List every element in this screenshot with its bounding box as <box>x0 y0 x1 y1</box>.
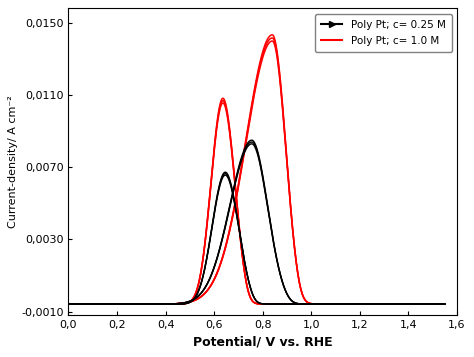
Y-axis label: Current-density/ A cm⁻²: Current-density/ A cm⁻² <box>9 95 18 228</box>
X-axis label: Potential/ V vs. RHE: Potential/ V vs. RHE <box>193 336 332 349</box>
Legend: Poly Pt; c= 0.25 M, Poly Pt; c= 1.0 M: Poly Pt; c= 0.25 M, Poly Pt; c= 1.0 M <box>315 14 452 52</box>
